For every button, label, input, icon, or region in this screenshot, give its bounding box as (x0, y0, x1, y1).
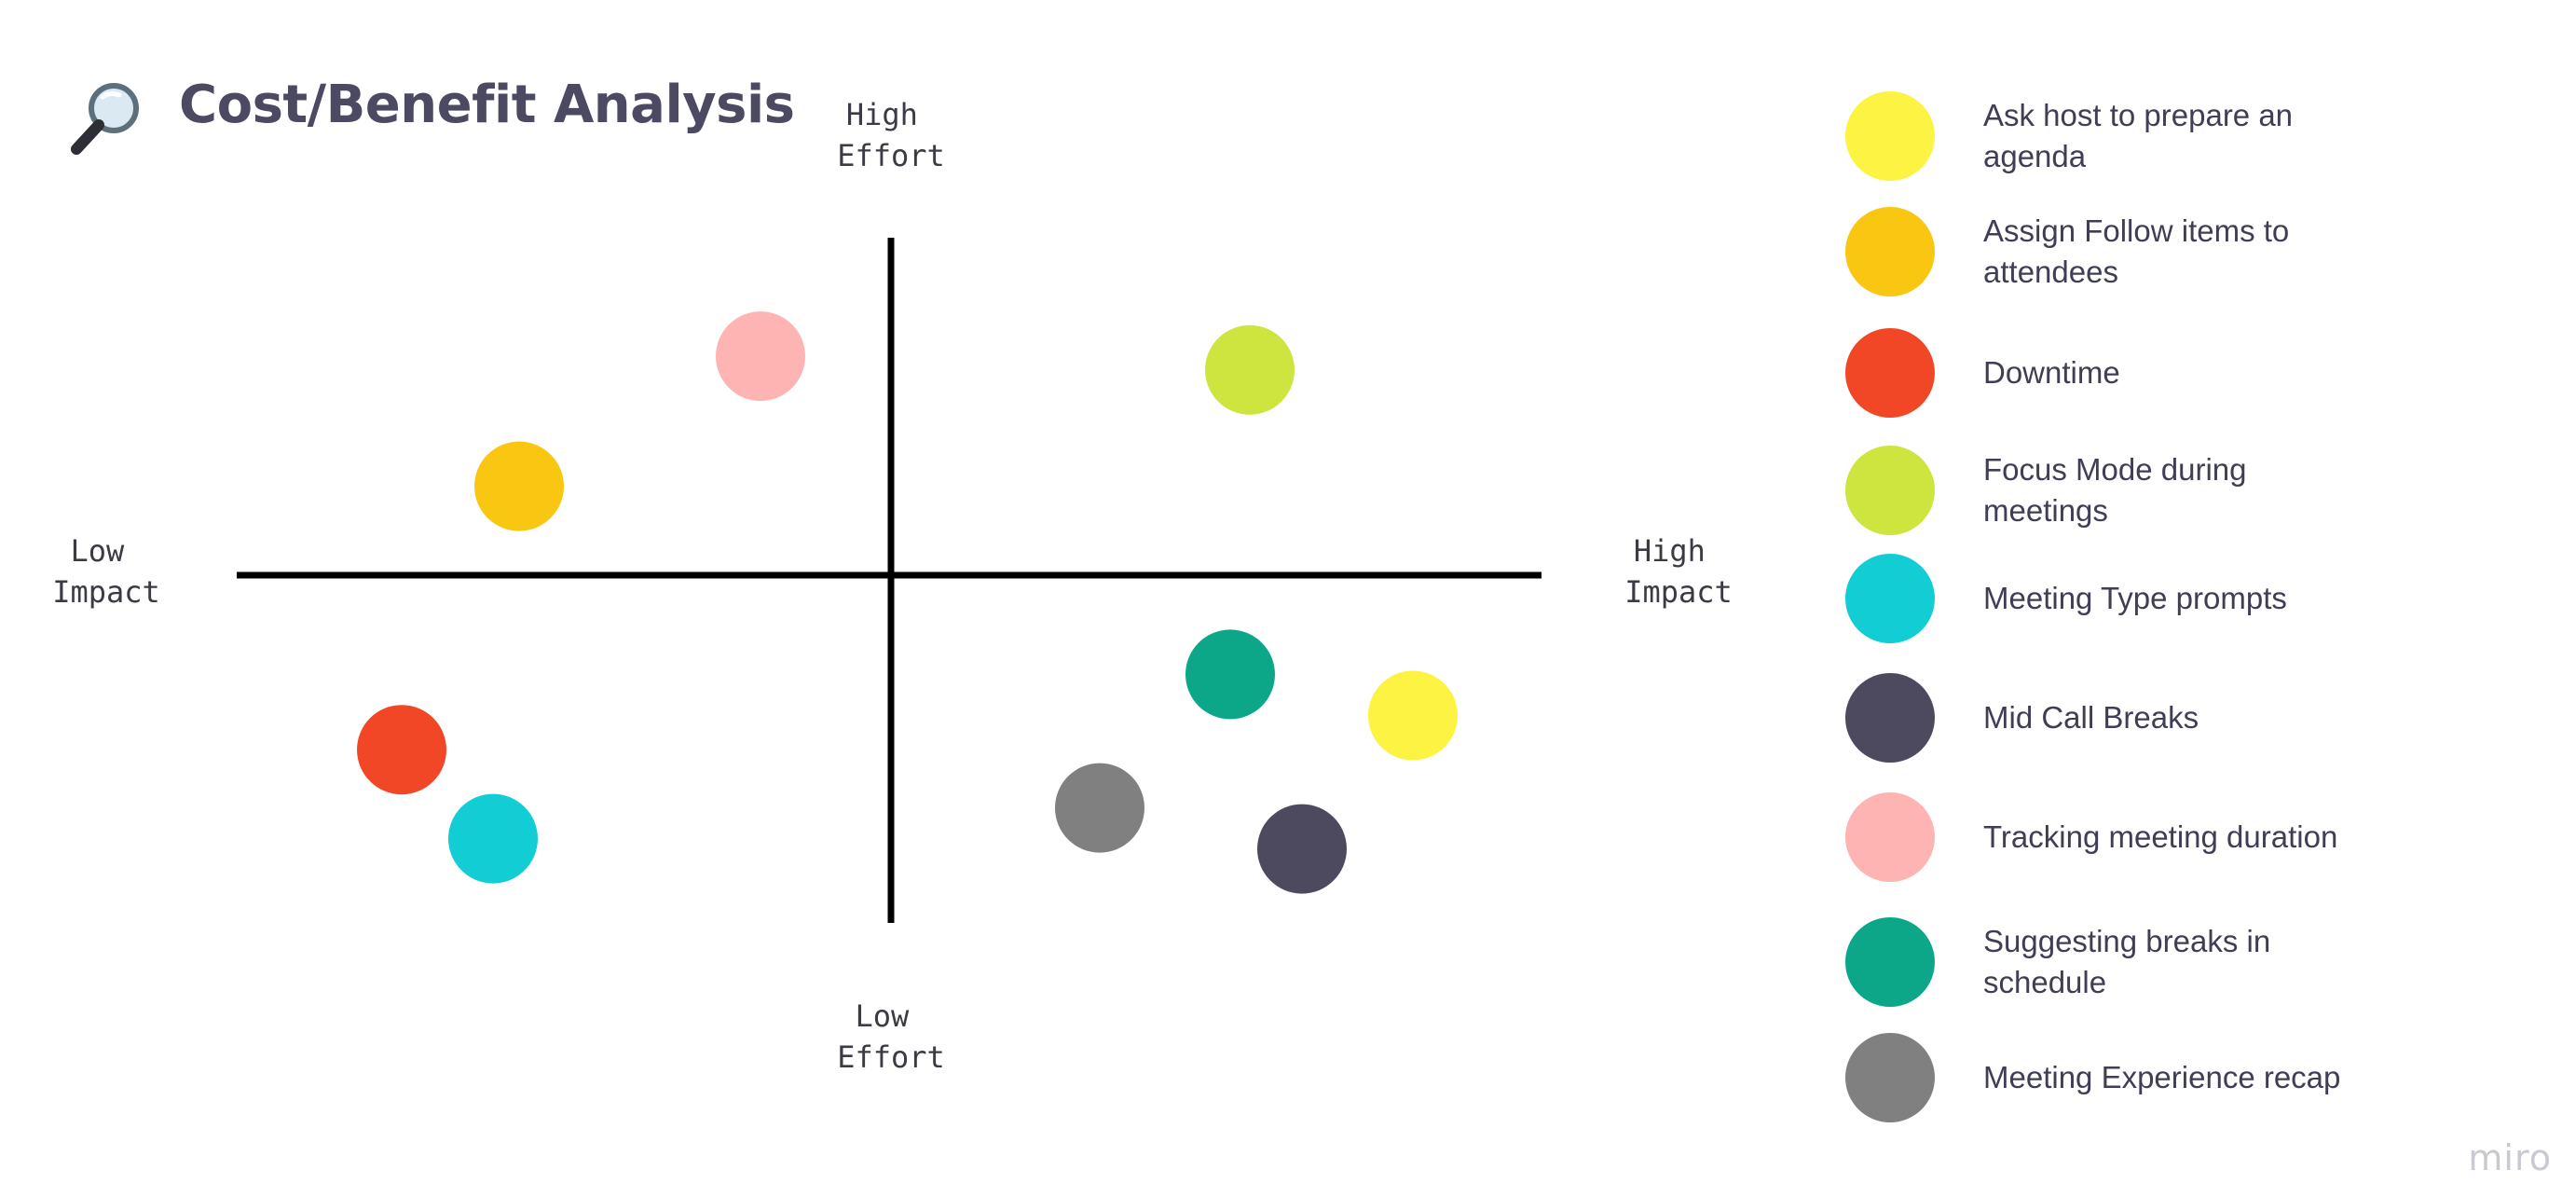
y-low-label: Low Effort (837, 998, 945, 1075)
point-tracking-meeting-duration[interactable] (716, 311, 805, 402)
point-suggesting-breaks-in-schedule[interactable] (1185, 629, 1275, 720)
y-high-label-line2: Effort (837, 138, 945, 173)
x-high-label-line2: Impact (1624, 574, 1733, 610)
x-high-label-line1: High (1634, 533, 1706, 569)
x-low-label-line1: Low (70, 533, 125, 569)
miro-watermark: miro (2468, 1137, 2552, 1178)
y-low-label-line2: Effort (837, 1039, 945, 1075)
point-downtime[interactable] (357, 705, 446, 795)
point-focus-mode-during-meetings[interactable] (1205, 324, 1295, 415)
point-assign-follow-items-to-attendees[interactable] (474, 441, 564, 531)
y-high-label: High Effort (837, 97, 945, 173)
page-title: Cost/Benefit Analysis (179, 75, 795, 135)
point-ask-host-to-prepare-an-agenda[interactable] (1368, 670, 1458, 761)
x-low-label: Low Impact (52, 533, 160, 610)
y-high-label-line1: High (846, 97, 918, 132)
point-meeting-experience-recap[interactable] (1055, 763, 1144, 853)
magnifying-glass-icon (71, 83, 139, 155)
data-points (357, 311, 1458, 894)
point-meeting-type-prompts[interactable] (448, 793, 538, 884)
point-mid-call-breaks[interactable] (1257, 804, 1347, 894)
x-high-label: High Impact (1624, 533, 1733, 610)
y-low-label-line1: Low (855, 998, 910, 1034)
x-low-label-line2: Impact (52, 574, 160, 610)
